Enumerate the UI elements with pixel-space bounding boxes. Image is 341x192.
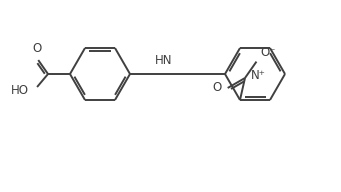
Text: HN: HN [155,54,173,67]
Text: N⁺: N⁺ [251,70,266,83]
Text: O: O [212,81,222,94]
Text: O: O [33,42,42,55]
Text: O⁻: O⁻ [261,46,276,59]
Text: HO: HO [11,84,29,97]
